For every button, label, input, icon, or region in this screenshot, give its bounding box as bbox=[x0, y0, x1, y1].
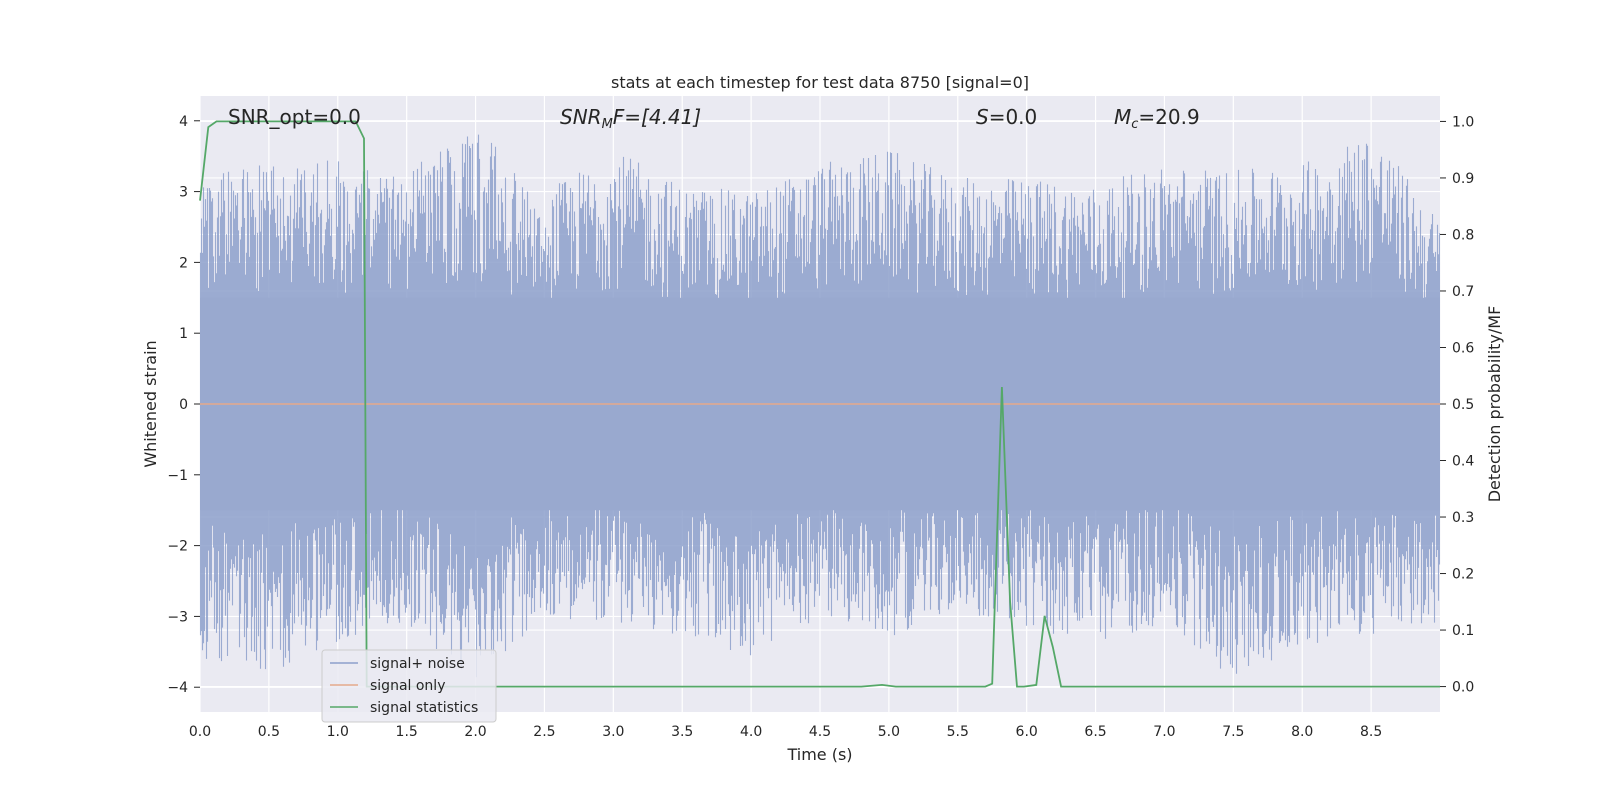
annotation-mc-rest: =20.9 bbox=[1138, 105, 1199, 129]
legend-label-signal-statistics: signal statistics bbox=[370, 700, 478, 716]
x-tick-label: 0.0 bbox=[189, 724, 211, 740]
y2-tick-label: 0.8 bbox=[1452, 227, 1474, 243]
x-tick-label: 2.5 bbox=[533, 724, 555, 740]
x-tick-label: 3.0 bbox=[602, 724, 624, 740]
x-tick-label: 2.0 bbox=[464, 724, 486, 740]
y2-tick-label: 0.5 bbox=[1452, 397, 1474, 413]
series-signal-statistics bbox=[199, 120, 1440, 688]
x-tick-label: 8.5 bbox=[1360, 724, 1382, 740]
y2-tick-label: 0.9 bbox=[1452, 171, 1474, 187]
x-tick-label: 6.0 bbox=[1016, 724, 1038, 740]
x-axis-label: Time (s) bbox=[786, 745, 852, 764]
y-tick-label: −1 bbox=[167, 468, 188, 484]
y-tick-label: 4 bbox=[179, 114, 188, 130]
legend-box bbox=[321, 649, 497, 723]
y2-tick-label: 1.0 bbox=[1452, 114, 1474, 130]
annotation-s-main: S bbox=[976, 105, 989, 129]
annotation-mc-sub: c bbox=[1131, 117, 1138, 132]
y2-tick-label: 0.4 bbox=[1452, 454, 1474, 470]
legend: signal+ noise signal only signal statist… bbox=[321, 649, 497, 723]
y-axis-label: Whitened strain bbox=[141, 340, 160, 467]
x-tick-label: 4.0 bbox=[740, 724, 762, 740]
annotation-s: S=0.0 bbox=[976, 105, 1037, 129]
x-tick-label: 1.5 bbox=[396, 724, 418, 740]
y-tick-label: −2 bbox=[167, 539, 188, 555]
annotation-mc-main: M bbox=[1114, 105, 1131, 129]
annotation-snr-mf: SNRMF=[4.41] bbox=[560, 105, 701, 132]
annotation-snr-opt: SNR_opt=0.0 bbox=[228, 105, 361, 129]
y2-tick-label: 0.1 bbox=[1452, 623, 1474, 639]
y-tick-label: −4 bbox=[167, 680, 188, 696]
legend-label-signal-noise: signal+ noise bbox=[370, 656, 465, 672]
x-tick-label: 0.5 bbox=[258, 724, 280, 740]
x-tick-label: 3.5 bbox=[671, 724, 693, 740]
y2-tick-label: 0.3 bbox=[1452, 510, 1474, 526]
y2-tick-label: 0.2 bbox=[1452, 567, 1474, 583]
chart-title: stats at each timestep for test data 875… bbox=[611, 73, 1029, 92]
y-tick-label: 3 bbox=[179, 185, 188, 201]
x-tick-label: 1.0 bbox=[327, 724, 349, 740]
x-tick-label: 7.5 bbox=[1222, 724, 1244, 740]
y-tick-label: 2 bbox=[179, 255, 188, 271]
y2-tick-label: 0.6 bbox=[1452, 340, 1474, 356]
annotation-snr-mf-rest-italic: F=[4.41] bbox=[613, 105, 701, 129]
annotation-mc: Mc=20.9 bbox=[1114, 105, 1200, 132]
y2-tick-label: 0.7 bbox=[1452, 284, 1474, 300]
y-tick-label: 0 bbox=[179, 397, 188, 413]
x-tick-label: 4.5 bbox=[809, 724, 831, 740]
x-tick-label: 8.0 bbox=[1291, 724, 1313, 740]
annotation-s-rest: =0.0 bbox=[989, 105, 1038, 129]
annotation-snr-mf-main: SNR bbox=[560, 105, 602, 129]
x-tick-label: 7.0 bbox=[1153, 724, 1175, 740]
y2-tick-label: 0.0 bbox=[1452, 680, 1474, 696]
y-tick-label: −3 bbox=[167, 609, 188, 625]
x-tick-label: 5.5 bbox=[947, 724, 969, 740]
legend-label-signal-only: signal only bbox=[370, 678, 445, 694]
y-tick-label: 1 bbox=[179, 326, 188, 342]
annotation-snr-mf-sub: M bbox=[602, 117, 613, 132]
y2-axis-label: Detection probability/MF bbox=[1485, 306, 1504, 503]
x-tick-label: 5.0 bbox=[878, 724, 900, 740]
x-tick-label: 6.5 bbox=[1084, 724, 1106, 740]
ticks: 0.0 0.5 1.0 1.5 2.0 2.5 3.0 3.5 4.0 4.5 5.0 5.5 6.0 6… bbox=[167, 114, 1474, 740]
